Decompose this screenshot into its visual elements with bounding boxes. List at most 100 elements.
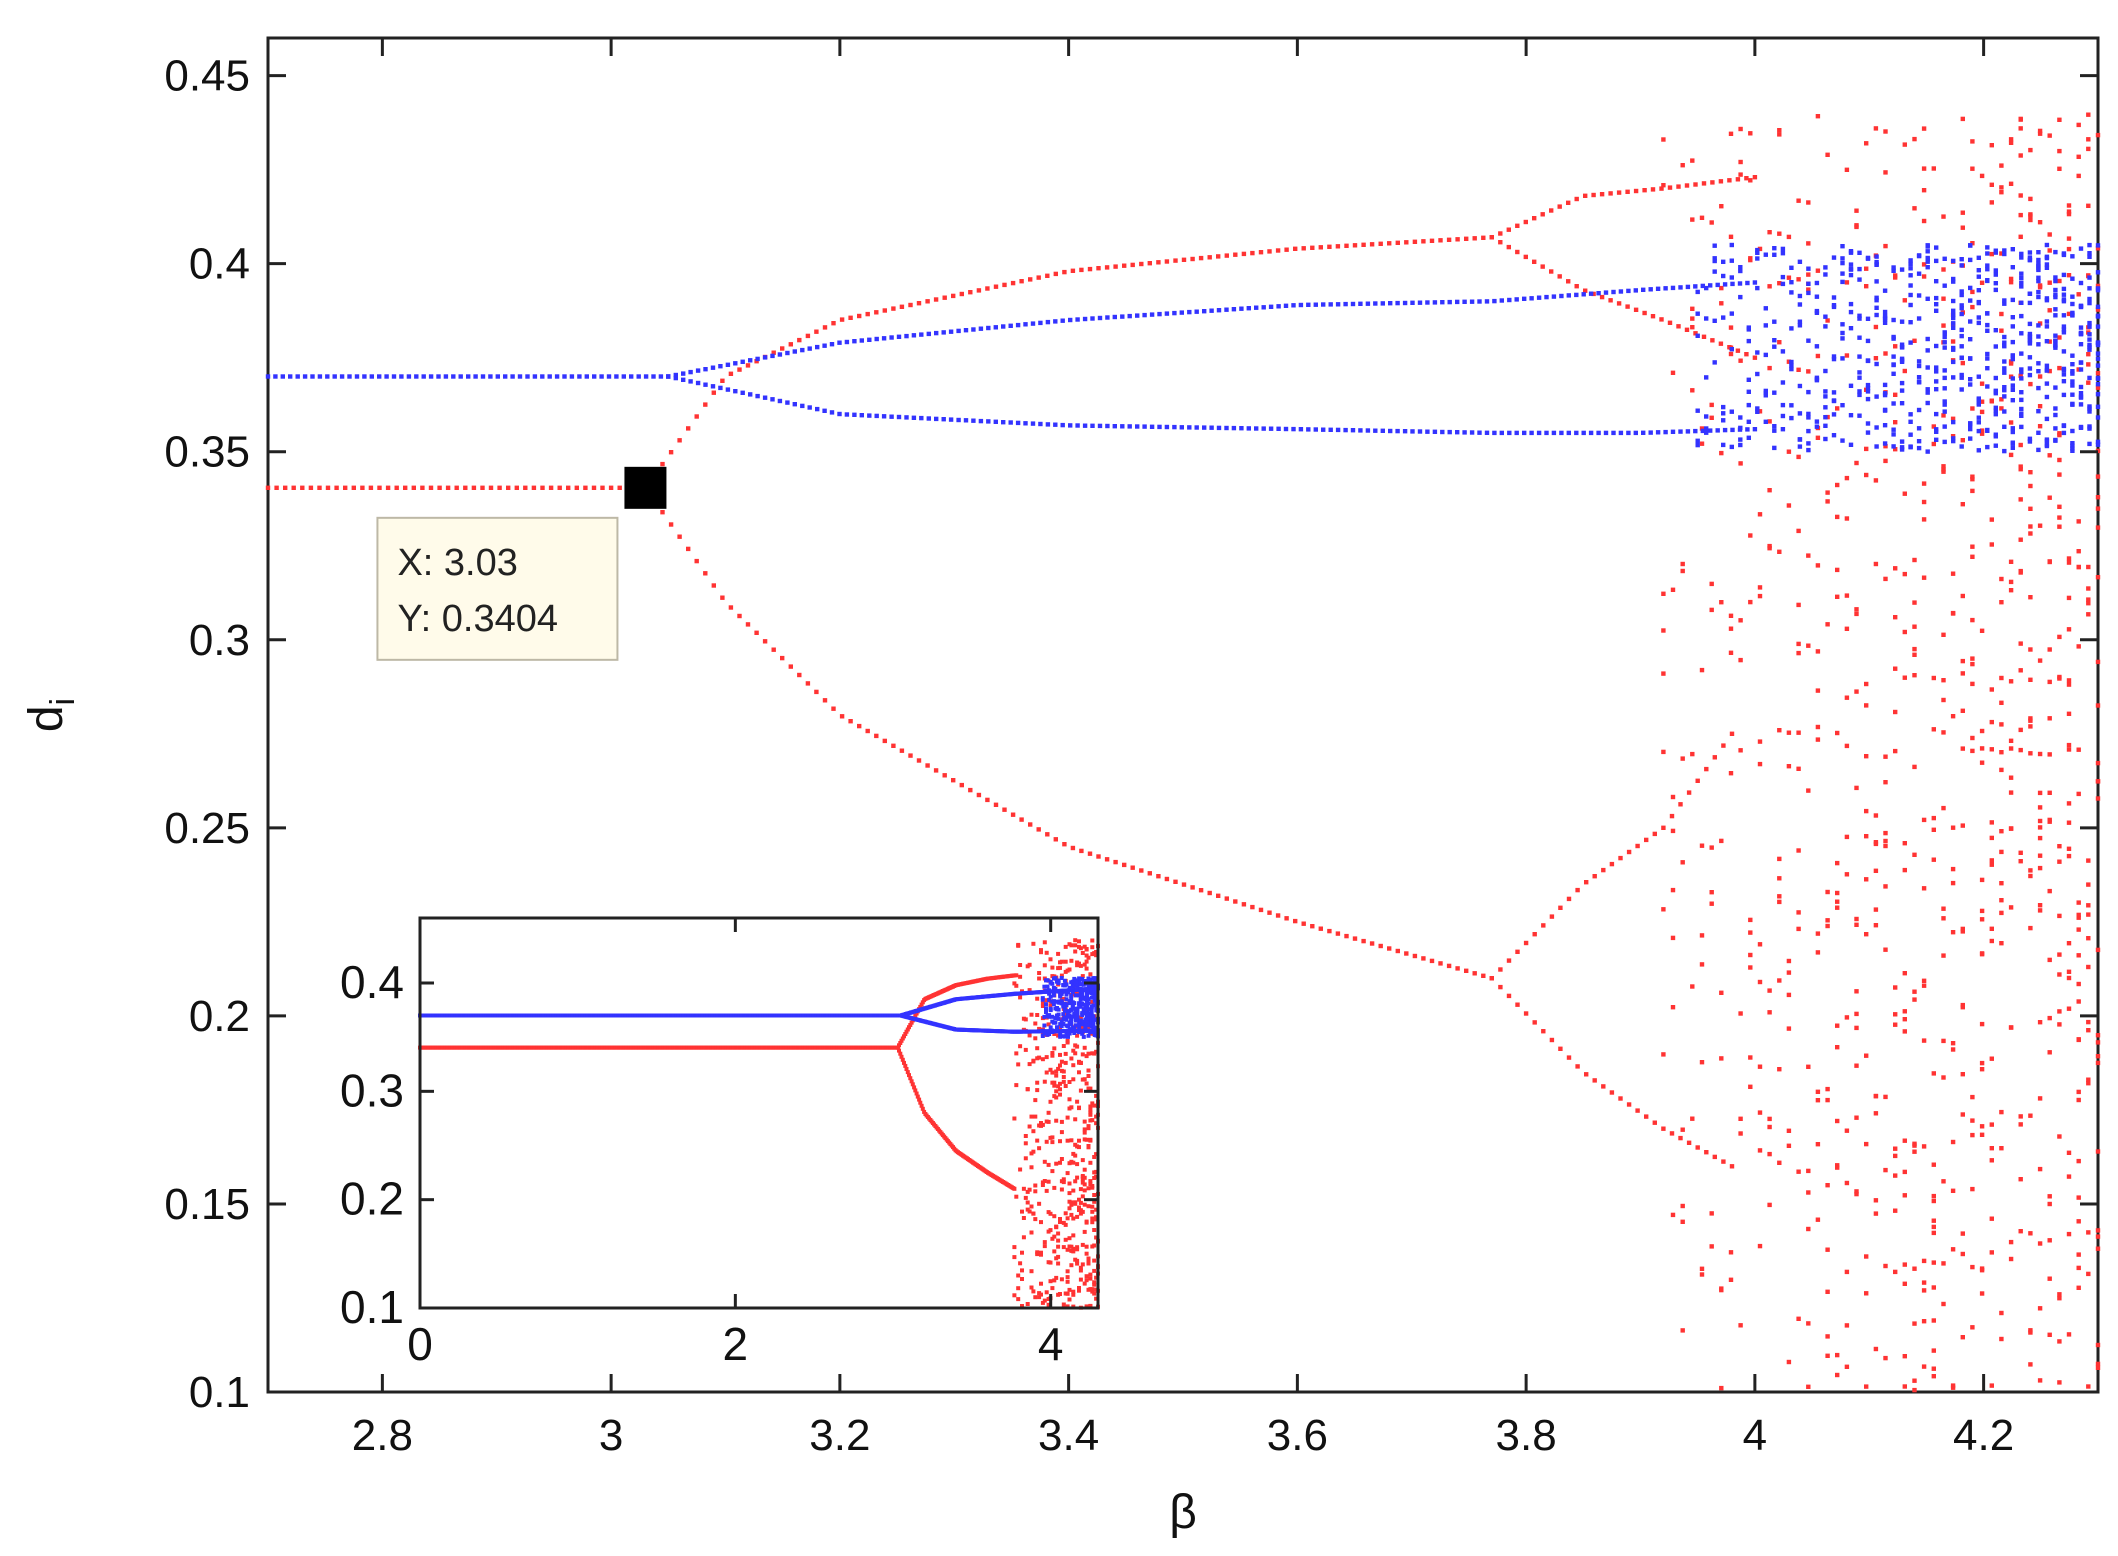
data-point [2086,1028,2091,1033]
data-point [1190,885,1195,890]
data-point [1970,661,1975,667]
data-point [1036,275,1041,280]
data-point [1908,273,1913,278]
data-point [1959,289,1964,294]
y-tick-label: 0.3 [340,1064,404,1116]
data-point [2010,426,2015,431]
data-point [1874,295,1879,300]
data-point [1641,287,1646,292]
data-point [1067,1181,1072,1186]
data-point [2086,1271,2091,1277]
data-point [1421,956,1426,961]
data-point [718,364,723,369]
data-tip-marker[interactable] [624,466,667,509]
data-point [1037,1055,1042,1060]
data-point [1825,1183,1830,1188]
data-point [1084,1274,1089,1279]
data-point [1044,1070,1049,1075]
data-point [2019,369,2024,375]
data-point [1104,857,1110,862]
data-point [503,374,508,379]
data-point [1942,368,1947,373]
data-point [1084,1244,1089,1249]
data-point [2076,747,2081,752]
data-point [495,374,500,379]
data-point [1690,158,1695,163]
data-point [2002,394,2007,399]
data-point [1112,314,1117,320]
data-point [1515,223,1520,228]
data-point [2078,360,2084,365]
data-point [2036,409,2041,414]
data-point [2061,330,2067,335]
data-point [1369,941,1375,946]
data-point [1941,632,1946,637]
data-point [1925,365,1930,370]
data-point [1796,528,1801,534]
data-point [1873,907,1879,912]
data-point [1318,926,1323,931]
data-point [1087,851,1093,856]
data-point [1321,427,1326,432]
data-point [2066,1174,2072,1179]
data-point [1777,856,1782,862]
data-point [1968,382,1973,387]
data-point [1941,1261,1946,1266]
data-point [1090,423,1095,428]
data-point [1893,709,1898,715]
data-point [2027,372,2033,378]
data-point [1728,650,1734,655]
data-point [926,331,931,337]
data-point [1075,1162,1080,1167]
data-point [1635,843,1640,849]
data-point [2019,251,2024,257]
data-point [463,485,468,490]
data-point [1075,1245,1080,1250]
data-point [1999,675,2004,681]
data-point [1659,317,1664,322]
data-point [1950,825,1956,830]
data-point [1883,838,1888,844]
data-point [907,1073,911,1078]
data-point [1558,905,1563,910]
data-tip[interactable]: X: 3.03 Y: 0.3404 [376,466,667,661]
data-point [1584,1072,1589,1077]
data-point [703,402,708,407]
data-point [1960,1072,1965,1077]
data-point [1970,474,1975,479]
data-point [1772,252,1777,257]
data-point [1086,1256,1091,1261]
data-point [1327,244,1332,249]
data-point [1757,246,1763,252]
data-point [1198,255,1204,261]
data-point [1014,1083,1019,1088]
data-point [1719,204,1724,209]
data-point [480,485,485,490]
data-point [1536,295,1542,300]
data-point [1925,265,1930,270]
data-point [1989,517,1994,522]
data-point [1061,1177,1066,1182]
data-point [1127,424,1132,429]
data-point [1912,852,1917,857]
data-point [677,438,682,443]
data-point [2076,564,2081,570]
data-point [1902,1169,1907,1175]
data-point [1464,236,1469,241]
data-point [265,374,271,379]
data-point [1358,301,1363,306]
data-point [1031,941,1036,946]
data-point [1080,1031,1085,1036]
data-point [1040,1122,1045,1127]
data-point [1806,290,1811,296]
data-point [1025,1087,1030,1092]
data-point [1882,423,1888,428]
data-point [1825,1353,1830,1358]
data-point [1050,1286,1055,1291]
data-point [1020,1268,1024,1273]
data-point [2076,999,2081,1004]
data-point [1258,250,1264,255]
data-point [2070,276,2075,281]
data-point [1968,426,1973,432]
data-point [2078,394,2084,399]
